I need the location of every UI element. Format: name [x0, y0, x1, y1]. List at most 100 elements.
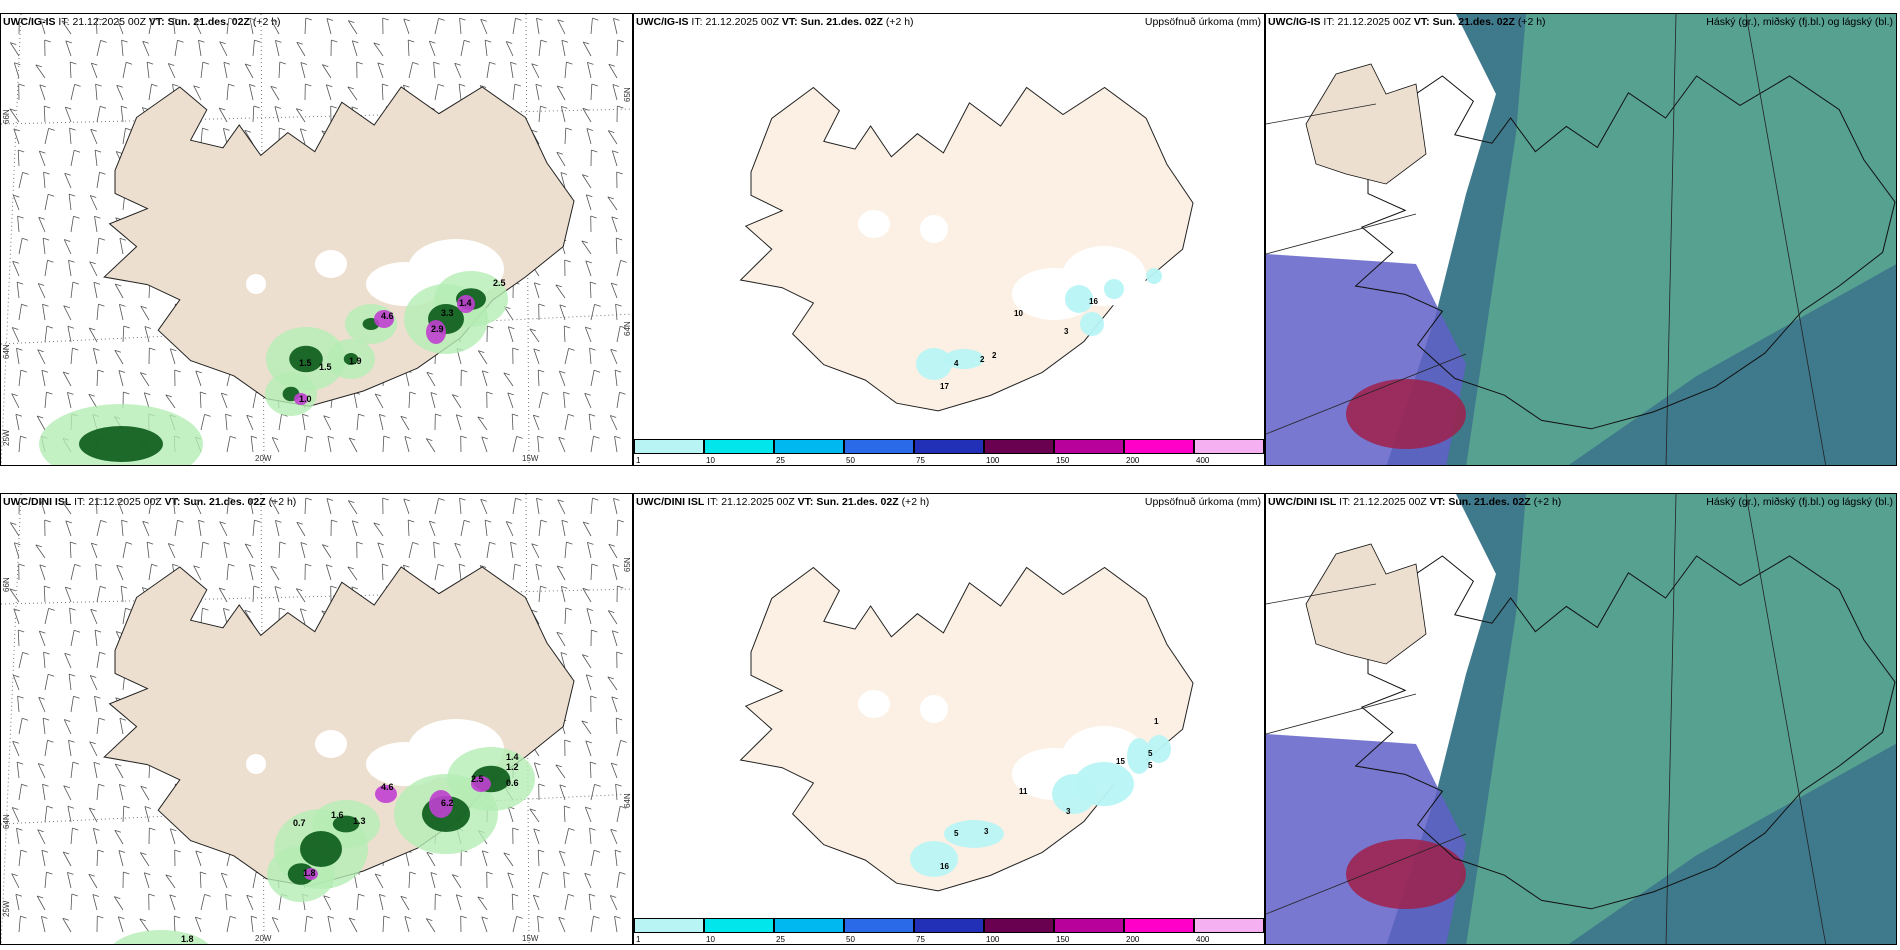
wind-barb [193, 565, 202, 581]
wind-barb-flag [611, 696, 618, 700]
wind-barb-flag [151, 497, 159, 501]
wind-barb [193, 85, 202, 101]
wind-barb [146, 542, 150, 559]
precip-magenta [471, 776, 491, 792]
wind-barb-flag [512, 347, 519, 351]
legend-label: 75 [916, 456, 925, 465]
wind-barb [44, 872, 47, 889]
wind-barb-flag [253, 585, 260, 589]
wind-barb [538, 520, 542, 537]
wind-barb-flag [63, 371, 70, 375]
wind-barb [532, 414, 540, 431]
wind-barb [15, 894, 20, 911]
wind-barb [18, 652, 23, 669]
wind-barb [484, 520, 488, 537]
wind-barb [299, 608, 306, 625]
wind-barb-flag [584, 392, 591, 396]
wind-barb [199, 391, 202, 409]
wind-barb [93, 762, 98, 779]
wind-barb [434, 498, 439, 515]
wind-barb [38, 217, 46, 233]
wind-barb-flag [72, 347, 79, 351]
wind-barb [590, 563, 593, 581]
cloud-panel-row1: UWC/IG-IS IT: 21.12.2025 00Z VT: Sun. 21… [1265, 13, 1897, 466]
wind-barb-flag [358, 413, 365, 417]
wind-barb-flag [69, 127, 76, 131]
wind-barb-flag [486, 391, 493, 395]
wind-barb [43, 105, 46, 123]
wind-barb-flag [352, 520, 359, 524]
wind-barb-flag [616, 171, 623, 175]
wind-barb [425, 918, 436, 933]
wind-barb-flag [348, 500, 355, 503]
wind-barb-flag [617, 39, 624, 43]
wind-barb-flag [204, 414, 211, 417]
wind-barb [434, 84, 439, 101]
wind-barb [560, 172, 566, 189]
wind-barb [589, 828, 592, 845]
wind-barb-flag [429, 40, 436, 44]
wind-barb [460, 520, 465, 537]
wind-barb-flag [9, 588, 16, 592]
wind-barb-flag [296, 41, 303, 45]
wind-barb-flag [587, 542, 594, 545]
lead-time: (+2 h) [901, 496, 930, 508]
wind-barb [90, 129, 98, 145]
wind-barb [43, 585, 46, 603]
wind-barb-flag [225, 413, 232, 417]
wind-barb [88, 394, 98, 409]
wind-barb [69, 128, 72, 145]
wind-barb-flag [619, 871, 626, 875]
wind-barb [13, 542, 20, 559]
wind-barb-flag [41, 849, 49, 853]
wind-barb [195, 850, 202, 867]
wind-barb-flag [73, 149, 81, 153]
wind-barb [505, 41, 514, 57]
lat-label: 64N [2, 344, 11, 359]
wind-barb-flag [489, 61, 496, 65]
panel-header: UWC/IG-IS IT: 21.12.2025 00Z VT: Sun. 21… [1268, 16, 1546, 28]
lat-label: 64N [623, 793, 632, 808]
wind-barb-flag [429, 520, 436, 524]
wind-barb-flag [67, 805, 75, 809]
wind-barb-flag [616, 237, 623, 241]
wind-barb-flag [42, 717, 50, 721]
wind-barb-flag [94, 149, 102, 153]
legend-label: 1 [636, 456, 641, 465]
wind-barb-flag [174, 849, 181, 853]
wind-barb [9, 522, 20, 537]
wind-barb [347, 20, 358, 35]
wind-barb-flag [555, 764, 562, 768]
wind-barb-flag [250, 915, 258, 919]
wind-barb-flag [170, 348, 177, 352]
legend-label: 200 [1126, 456, 1140, 465]
wind-barb [118, 850, 124, 867]
wind-barb [323, 415, 332, 431]
wind-barb-flag [613, 18, 620, 21]
wind-barb-flag [510, 541, 517, 545]
wind-barb [36, 415, 46, 431]
wind-barb-flag [95, 83, 102, 87]
wind-barb-flag [612, 630, 619, 634]
wind-barb-flag [198, 519, 205, 523]
wind-barb [220, 872, 228, 889]
wind-barb-flag [68, 259, 75, 263]
legend-label: 400 [1196, 456, 1210, 465]
wind-barb-flag [229, 435, 237, 439]
iceland-west-land [1305, 543, 1427, 665]
wind-barb-flag [593, 435, 600, 439]
wind-barb-flag [564, 805, 571, 809]
wind-barb-flag [538, 849, 545, 853]
wind-barb-flag [356, 541, 363, 545]
wind-barb-flag [142, 40, 149, 44]
vt-value: Sun. 21.des. 02Z [1432, 16, 1515, 28]
wind-barb [588, 414, 592, 431]
precip-area-cyan [1147, 735, 1171, 763]
wind-barb-flag [271, 19, 278, 23]
wind-barb-flag [516, 436, 523, 439]
wind-barb-flag [585, 740, 592, 744]
panel-header: UWC/IG-IS IT: 21.12.2025 00Z VT: Sun. 21… [3, 16, 281, 28]
wind-barb [144, 806, 150, 823]
wind-barb [93, 282, 98, 299]
wind-barb-flag [567, 893, 575, 897]
